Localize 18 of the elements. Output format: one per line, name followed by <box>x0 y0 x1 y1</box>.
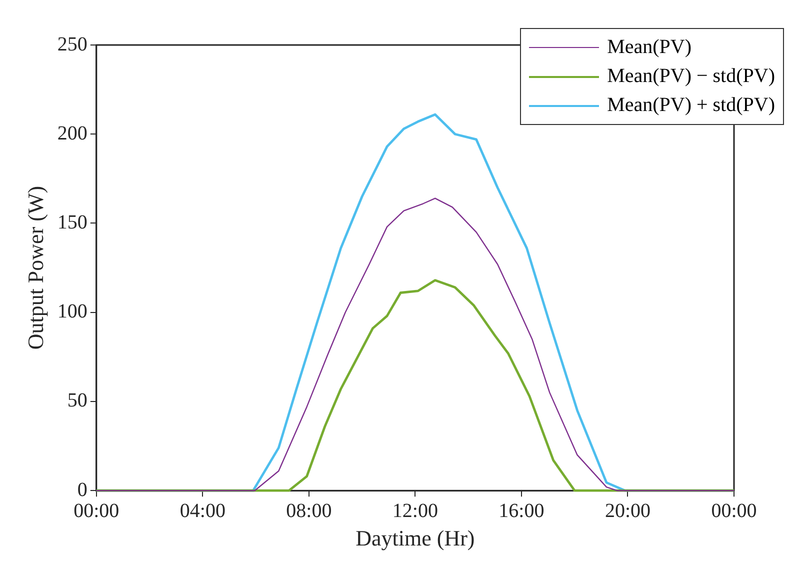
x-tick-label: 12:00 <box>392 500 438 522</box>
x-tick-label: 20:00 <box>604 500 651 522</box>
y-tick-label: 50 <box>67 390 88 412</box>
y-tick-label: 250 <box>57 33 88 56</box>
y-tick-label: 0 <box>77 478 88 501</box>
y-tick-label: 150 <box>57 211 88 234</box>
x-tick-label: 08:00 <box>286 500 332 522</box>
legend-label: Mean(PV) <box>607 35 692 60</box>
legend-label: Mean(PV) + std(PV) <box>607 93 775 118</box>
x-axis-title: Daytime (Hr) <box>356 526 475 551</box>
y-tick-label: 100 <box>57 300 88 323</box>
y-axis-title: Output Power (W) <box>22 186 48 350</box>
x-tick-label: 00:00 <box>711 500 757 522</box>
y-tick-label: 200 <box>57 122 88 144</box>
x-tick-label: 00:00 <box>74 500 120 522</box>
x-tick-label: 04:00 <box>180 500 226 522</box>
x-tick-label: 16:00 <box>498 500 544 522</box>
legend-label: Mean(PV) − std(PV) <box>607 64 775 89</box>
